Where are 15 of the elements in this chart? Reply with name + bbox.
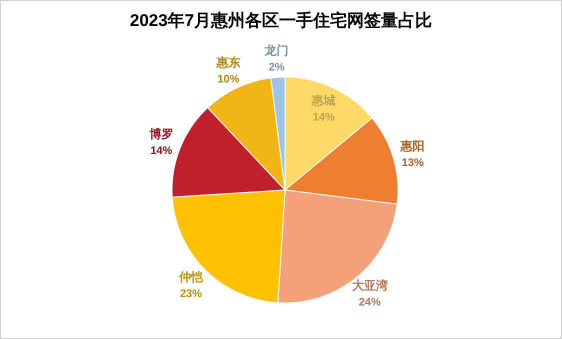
- slice-label: 龙门: [264, 43, 289, 58]
- data-label: 2%: [268, 61, 285, 74]
- data-label: 13%: [402, 156, 424, 169]
- slice-label: 惠城: [310, 94, 336, 108]
- data-label: 10%: [217, 74, 240, 86]
- data-label: 14%: [312, 112, 335, 124]
- slice-label: 仲恺: [178, 270, 204, 284]
- data-label: 23%: [180, 288, 202, 300]
- data-label: 14%: [150, 145, 173, 158]
- slice-label: 惠东: [215, 56, 240, 70]
- slice-label: 惠阳: [400, 138, 425, 153]
- slice-label: 大亚湾: [352, 278, 388, 292]
- data-label: 24%: [358, 296, 381, 308]
- chart-title: 2023年7月惠州各区一手住宅网签量占比: [130, 11, 432, 30]
- slice-label: 博罗: [148, 127, 174, 142]
